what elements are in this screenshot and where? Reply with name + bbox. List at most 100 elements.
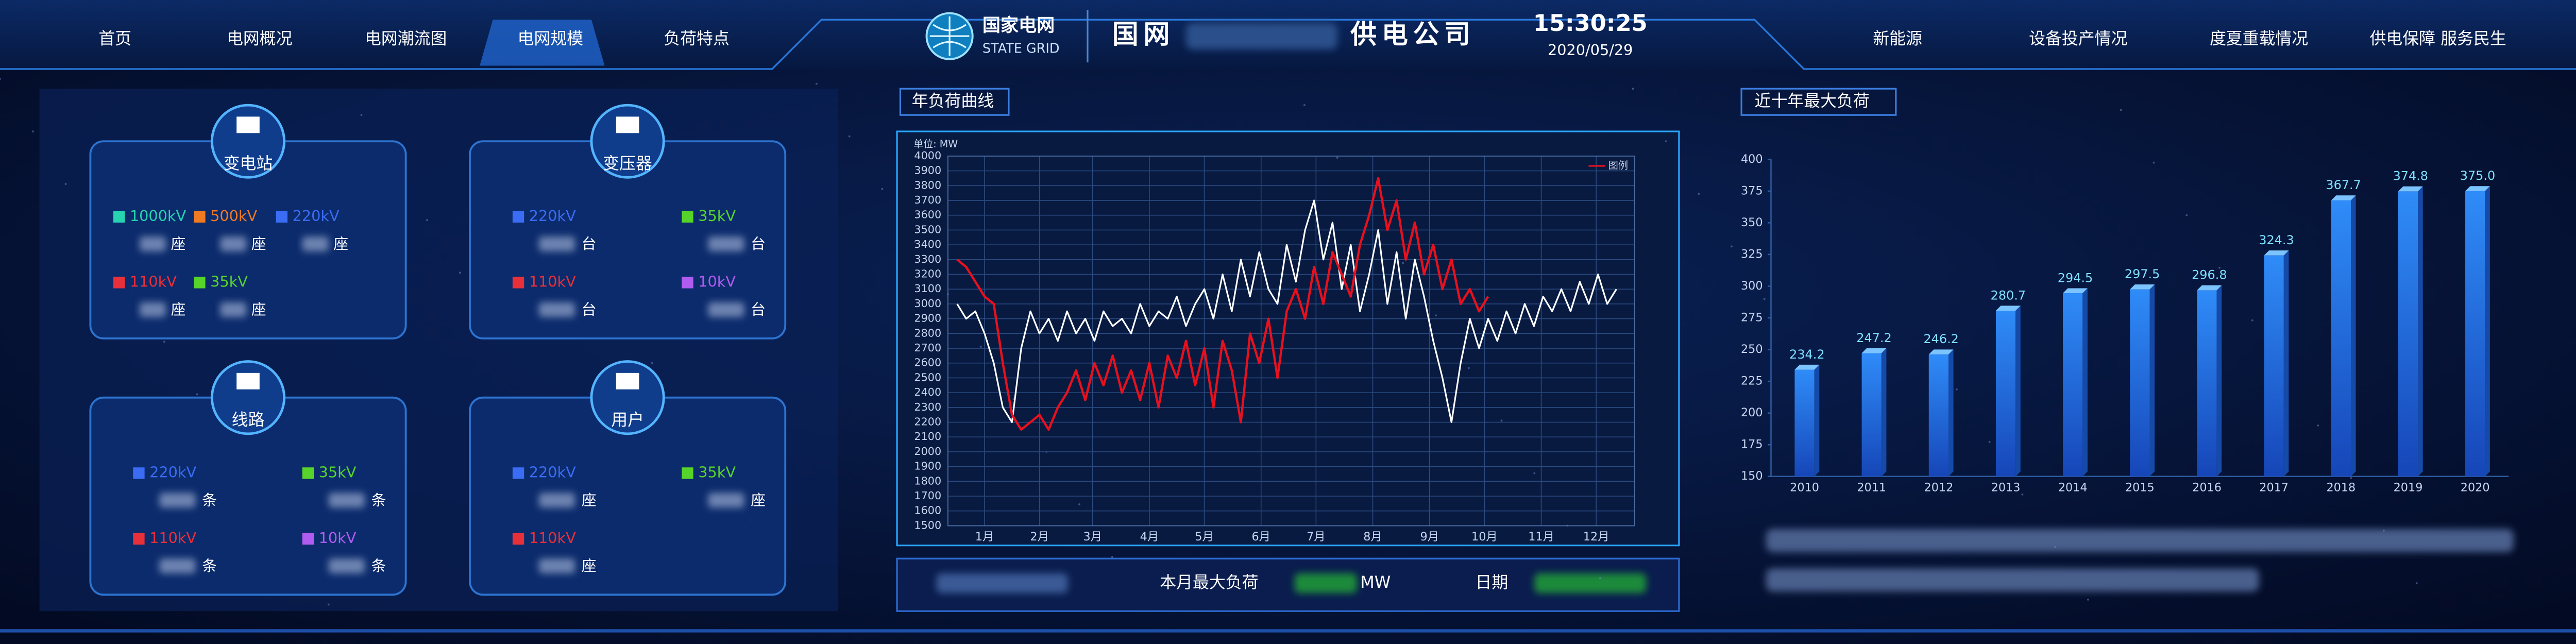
y-tick-label: 3000: [914, 297, 941, 310]
voltage-label: 110kV: [149, 529, 196, 547]
bar-top: [1861, 348, 1887, 353]
star: [881, 188, 884, 190]
voltage-label: 220kV: [529, 207, 576, 225]
legend-swatch: [302, 467, 314, 479]
legend-swatch: [302, 533, 314, 545]
card-icon: [590, 360, 665, 435]
card-icon: [210, 104, 286, 179]
star: [2350, 477, 2352, 479]
x-tick-label: 2月: [1030, 530, 1049, 544]
x-tick-label: 2017: [2259, 481, 2289, 495]
count-unit: 座: [171, 235, 186, 252]
y-tick-label: 2200: [914, 416, 941, 428]
x-tick-label: 4月: [1140, 530, 1159, 544]
value-label: 247.2: [1856, 331, 1891, 345]
star: [64, 183, 67, 185]
nav-item[interactable]: 首页: [98, 29, 131, 48]
x-tick-label: 2018: [2326, 481, 2355, 495]
nav-item[interactable]: 度夏重载情况: [2210, 29, 2308, 48]
star: [1500, 419, 1503, 422]
nav-item[interactable]: 电网潮流图: [365, 29, 447, 48]
card-icon-glyph: [236, 372, 260, 389]
legend-swatch: [133, 533, 145, 545]
x-tick-label: 10月: [1471, 530, 1498, 544]
nav-item[interactable]: 设备投产情况: [2029, 29, 2127, 48]
nav-item[interactable]: 负荷特点: [664, 29, 730, 48]
count-unit: 台: [582, 235, 597, 252]
legend-swatch: [682, 211, 693, 223]
star: [2153, 161, 2155, 164]
legend-swatch: [113, 211, 125, 223]
legend-swatch: [512, 533, 524, 545]
value-label: 296.8: [2192, 268, 2227, 282]
x-tick-label: 6月: [1251, 530, 1270, 544]
y-tick-label: 2000: [914, 445, 941, 457]
nav-item[interactable]: 电网概况: [227, 29, 292, 48]
x-tick-label: 2020: [2461, 481, 2490, 495]
logo-globe: [929, 16, 970, 56]
voltage-label: 220kV: [293, 207, 340, 225]
description-redacted: [1766, 529, 2514, 552]
star: [2120, 109, 2122, 111]
count-unit: 座: [751, 492, 766, 509]
star: [1533, 472, 1536, 474]
card-title: 线路: [232, 410, 265, 429]
bar: [2264, 255, 2284, 477]
star: [1698, 193, 1700, 195]
star: [2087, 598, 2089, 601]
y-tick-label: 175: [1741, 438, 1763, 451]
count-unit: 座: [251, 301, 266, 318]
card-icon-glyph: [616, 372, 639, 389]
count-redacted: [159, 558, 196, 573]
load-label: 本月最大负荷: [1160, 572, 1258, 592]
star: [1078, 503, 1080, 505]
count-redacted: [538, 493, 575, 508]
legend-swatch: [113, 277, 125, 289]
nav-item[interactable]: 电网规模: [517, 29, 583, 48]
nav-item[interactable]: 供电保障 服务民生: [2370, 29, 2506, 48]
value-label: 294.5: [2058, 270, 2093, 285]
voltage-label: 35kV: [319, 463, 357, 481]
y-tick-label: 3900: [914, 164, 941, 177]
legend-swatch: [682, 277, 693, 289]
count-redacted: [538, 302, 575, 317]
nav-item[interactable]: 新能源: [1873, 29, 1922, 48]
x-tick-label: 2016: [2192, 481, 2222, 495]
y-tick-label: 3500: [914, 223, 941, 235]
count-unit: 座: [171, 301, 186, 318]
star: [1111, 556, 1113, 558]
y-tick-label: 2700: [914, 342, 941, 354]
count-unit: 条: [371, 492, 386, 509]
bar-side: [1948, 349, 1954, 477]
count-redacted: [140, 236, 166, 251]
star: [1599, 577, 1601, 580]
count-unit: 条: [371, 557, 386, 574]
clock-date: 2020/05/29: [1548, 41, 1633, 59]
voltage-label: 500kV: [210, 207, 257, 225]
count-redacted: [220, 236, 247, 251]
count-unit: 条: [202, 492, 217, 509]
y-tick-label: 3300: [914, 253, 941, 265]
x-tick-label: 5月: [1195, 530, 1214, 544]
legend-label: 图例: [1608, 160, 1628, 172]
bar-side: [2082, 288, 2088, 477]
x-tick-label: 2011: [1857, 481, 1886, 495]
y-tick-label: 300: [1741, 279, 1763, 293]
count-redacted: [708, 236, 744, 251]
star: [2021, 493, 2024, 496]
nav-active-tab: [480, 20, 605, 66]
value-label: 297.5: [2125, 267, 2160, 281]
y-tick-label: 375: [1741, 184, 1763, 197]
star: [31, 130, 34, 133]
value-label: 324.3: [2259, 233, 2294, 247]
x-tick-label: 2015: [2125, 481, 2155, 495]
legend-swatch: [133, 467, 145, 479]
title-prefix: 国网: [1112, 20, 1175, 50]
load-line: [956, 177, 1489, 431]
star: [1402, 262, 1404, 264]
x-tick-label: 2014: [2058, 481, 2088, 495]
legend-swatch: [194, 211, 206, 223]
title-redacted: [1186, 23, 1337, 49]
